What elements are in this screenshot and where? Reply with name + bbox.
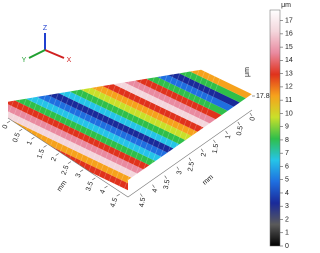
colorbar-tick-label: 11 — [285, 97, 292, 104]
y-tick — [152, 184, 155, 188]
colorbar-tick-label: 8 — [285, 137, 289, 144]
y-tick — [140, 193, 143, 197]
colorbar-tick-label: 17 — [285, 17, 293, 24]
triad-label: X — [67, 57, 72, 64]
x-tick — [55, 153, 59, 156]
y-tick — [188, 157, 192, 161]
x-tick-label: 1 — [26, 140, 34, 146]
y-tick-label: 1 — [225, 134, 233, 139]
x-tick-label: 3 — [75, 173, 83, 179]
colorbar-tick-label: 0 — [285, 243, 289, 250]
triad-label: Y — [22, 57, 27, 64]
surface-band — [146, 76, 252, 179]
x-axis-label: mm — [56, 179, 69, 193]
x-tick — [43, 145, 47, 148]
colorbar-tick-label: 3 — [285, 203, 289, 210]
surface-texture — [77, 26, 147, 197]
colorbar-label: μm — [281, 2, 291, 9]
surface-texture — [101, 26, 171, 197]
chart: Z Y X mm mm μm μm 0123456789101112131415… — [2, 2, 293, 250]
x-tick — [104, 185, 108, 189]
x-tick — [67, 161, 72, 164]
triad: Z Y X — [22, 25, 72, 64]
z-tick-label: 17.8 — [256, 93, 270, 100]
x-tick-label: 4 — [99, 189, 107, 195]
surface-texture — [8, 26, 9, 197]
colorbar-tick-label: 12 — [285, 84, 293, 91]
surface — [8, 26, 252, 197]
y-tick-label: 2.5 — [187, 161, 196, 172]
surface-texture — [83, 26, 153, 197]
triad-axis — [28, 49, 46, 59]
x-tick — [31, 137, 35, 140]
colorbar-tick-label: 9 — [285, 124, 289, 131]
colorbar — [269, 9, 281, 247]
y-tick-label: 4.5 — [139, 197, 148, 208]
x-tick-label: 4.5 — [109, 197, 119, 209]
z-axis-label: μm — [244, 67, 251, 77]
triad-axis — [44, 49, 65, 59]
triad-label: Z — [43, 25, 48, 32]
y-tick-label: 0.5 — [236, 125, 245, 136]
colorbar-tick-label: 7 — [285, 150, 289, 157]
surface-band — [179, 71, 252, 174]
y-tick-label: 1.5 — [212, 143, 221, 154]
surface-texture — [107, 26, 177, 197]
colorbar-tick-label: 16 — [285, 31, 293, 38]
y-tick-label: 2 — [200, 152, 208, 157]
y-tick — [176, 166, 180, 170]
x-tick — [6, 120, 11, 124]
y-axis-label: mm — [202, 174, 216, 187]
colorbar-tick-label: 2 — [285, 216, 289, 223]
x-tick-label: 0 — [2, 124, 10, 130]
y-tick-label: 3 — [176, 170, 184, 175]
surface-texture — [89, 26, 159, 197]
y-tick — [201, 148, 204, 152]
colorbar-tick-label: 5 — [285, 177, 289, 184]
x-tick — [79, 169, 84, 172]
colorbar-tick-label: 13 — [285, 70, 293, 77]
y-tick-label: 0 — [249, 116, 257, 121]
x-tick-label: 3.5 — [85, 181, 95, 193]
colorbar-tick-label: 15 — [285, 44, 293, 51]
x-tick — [116, 193, 120, 197]
x-tick-label: 2.5 — [61, 164, 71, 176]
surface-band — [190, 69, 252, 172]
y-tick-label: 3.5 — [163, 179, 172, 190]
x-tick — [19, 128, 23, 132]
surface-edge — [7, 109, 253, 198]
x-tick-label: 0.5 — [12, 132, 22, 144]
colorbar-tick-label: 6 — [285, 163, 289, 170]
y-tick — [249, 112, 253, 117]
surface-band — [157, 75, 252, 178]
x-tick-label: 1.5 — [36, 148, 46, 160]
y-tick — [237, 121, 241, 126]
y-tick — [213, 139, 216, 144]
colorbar-tick-label: 14 — [285, 57, 293, 64]
x-tick — [92, 177, 96, 181]
colorbar-tick-label: 1 — [285, 230, 289, 237]
surface-band — [168, 73, 252, 176]
x-tick-label: 2 — [50, 156, 58, 162]
y-tick — [164, 175, 167, 179]
surface-texture — [95, 26, 165, 197]
y-tick — [225, 130, 228, 135]
y-tick-label: 4 — [152, 188, 160, 193]
colorbar-tick-label: 10 — [285, 110, 293, 117]
colorbar-tick-label: 4 — [285, 190, 289, 197]
